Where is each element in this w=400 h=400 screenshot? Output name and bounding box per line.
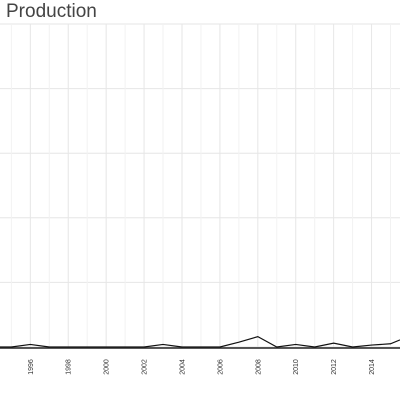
x-tick-label: 1998	[66, 359, 73, 375]
x-tick-label: 2010	[293, 359, 300, 375]
x-tick-label: 2002	[142, 359, 149, 375]
series-layer	[0, 336, 400, 348]
x-tick-label: 1996	[28, 359, 35, 375]
grid	[0, 23, 400, 348]
x-tick-label: 2004	[179, 359, 186, 375]
x-tick-label: 2000	[104, 359, 111, 375]
x-tick-labels: 1996 1998 2000 2002 2004 2006 2008 2010 2012 2014	[28, 359, 376, 375]
x-tick-label: 2008	[255, 359, 262, 375]
x-tick-label: 2012	[331, 359, 338, 375]
chart-title: Production	[6, 1, 97, 22]
series-line	[0, 336, 400, 348]
x-tick-label: 2014	[369, 359, 376, 375]
x-tick-label: 2006	[217, 359, 224, 375]
